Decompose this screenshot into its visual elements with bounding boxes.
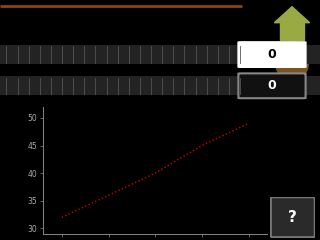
Polygon shape [274,7,310,23]
Circle shape [281,54,292,64]
Bar [280,23,304,40]
Bar [0,76,320,96]
FancyBboxPatch shape [271,197,315,237]
Text: ?: ? [288,210,297,225]
Circle shape [276,49,308,79]
Text: 0: 0 [268,79,276,92]
FancyBboxPatch shape [238,73,306,98]
FancyBboxPatch shape [238,42,306,67]
Bar [0,45,320,64]
Text: 0: 0 [268,48,276,61]
